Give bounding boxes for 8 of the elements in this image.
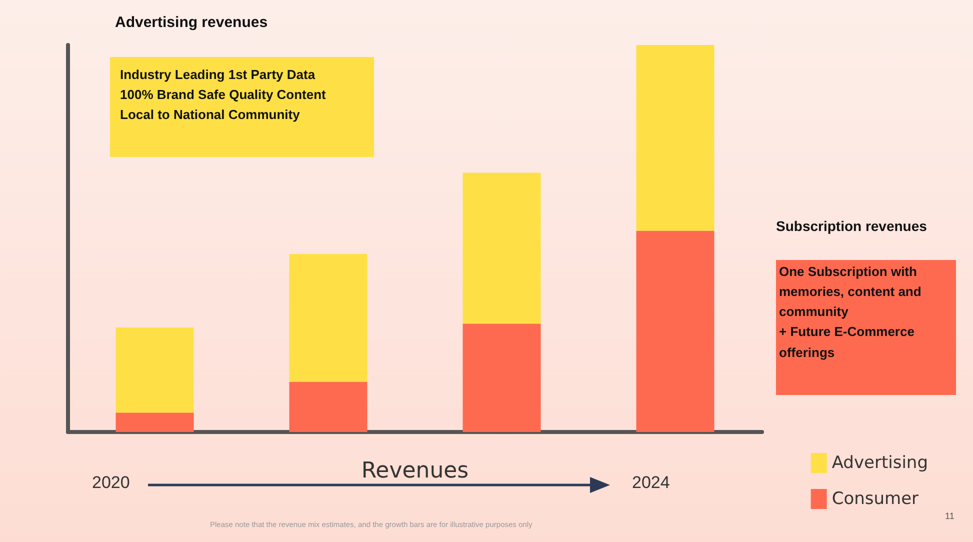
text: 2024 [632, 473, 670, 493]
legend-label: Advertising [832, 453, 928, 473]
text: Advertising revenues [115, 14, 268, 31]
legend-label: Consumer [832, 489, 919, 509]
x-axis-title: Revenues [361, 458, 469, 484]
text: Subscription revenues [776, 218, 927, 234]
text: 2020 [92, 473, 130, 493]
text: 11 [945, 511, 954, 521]
